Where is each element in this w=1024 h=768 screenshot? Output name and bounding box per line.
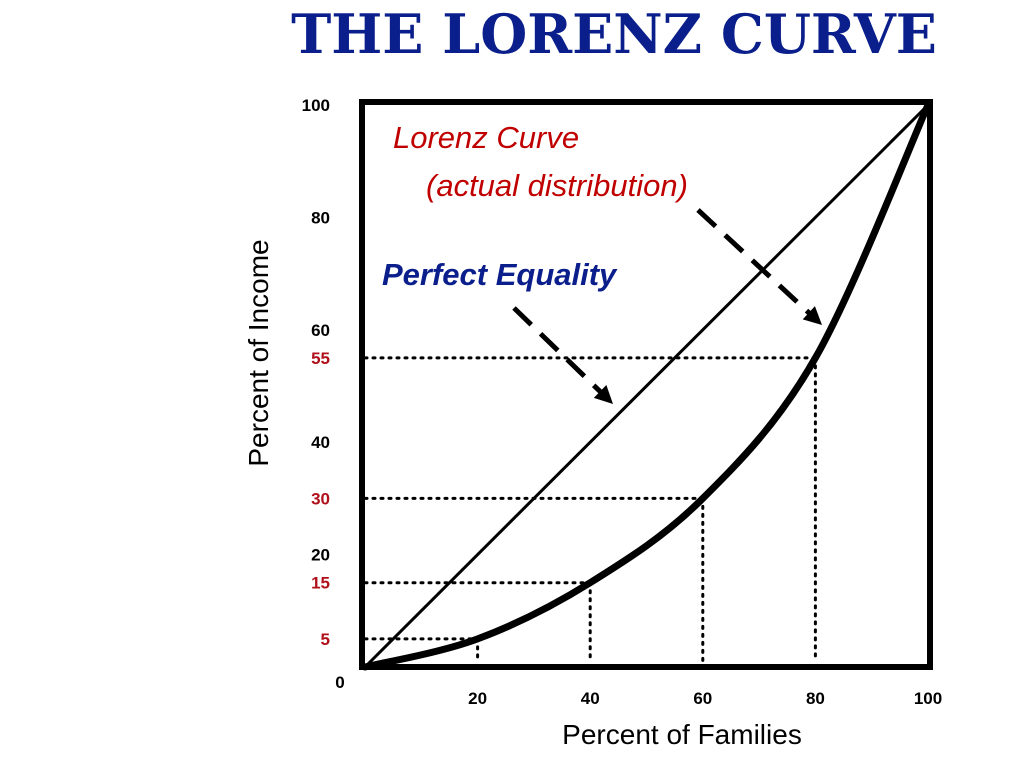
lorenz-annotation-subtitle: (actual distribution): [426, 168, 688, 203]
y-tick-5: 5: [321, 630, 330, 649]
x-tick-20: 20: [468, 689, 487, 708]
lorenz-curve-line: [361, 101, 932, 671]
y-tick-20: 20: [311, 546, 330, 565]
x-tick-40: 40: [581, 689, 600, 708]
lorenz-arrow-shaft: [696, 208, 814, 318]
y-tick-40: 40: [311, 433, 330, 452]
y-tick-55: 55: [311, 349, 330, 368]
equality-arrow-shaft: [512, 306, 605, 396]
plot-frame: [359, 99, 933, 670]
y-tick-60: 60: [311, 321, 330, 340]
x-tick-labels: 20 40 60 80 100: [468, 689, 942, 708]
y-tick-100: 100: [302, 96, 330, 115]
lorenz-annotation-title: Lorenz Curve: [393, 120, 579, 155]
equality-arrow-head: [593, 385, 613, 404]
x-origin-tick: 0: [335, 673, 344, 692]
lorenz-arrow: [696, 208, 822, 325]
equality-line: [363, 103, 930, 669]
y-tick-15: 15: [311, 574, 330, 593]
x-tick-100: 100: [914, 689, 942, 708]
series-group: [361, 101, 932, 671]
x-tick-60: 60: [693, 689, 712, 708]
equality-annotation: Perfect Equality: [382, 257, 618, 292]
lorenz-arrow-head: [802, 306, 822, 325]
x-tick-80: 80: [806, 689, 825, 708]
reference-lines: [363, 356, 817, 663]
equality-arrow: [512, 306, 613, 404]
y-tick-30: 30: [311, 489, 330, 508]
annotation-arrows: [512, 208, 822, 404]
y-tick-labels: 100 80 60 55 40 30 20 15 5: [302, 96, 330, 649]
y-axis-label: Percent of Income: [243, 239, 274, 466]
y-tick-80: 80: [311, 208, 330, 227]
x-axis-label: Percent of Families: [562, 719, 802, 750]
chart-title: THE LORENZ CURVE: [291, 2, 937, 66]
